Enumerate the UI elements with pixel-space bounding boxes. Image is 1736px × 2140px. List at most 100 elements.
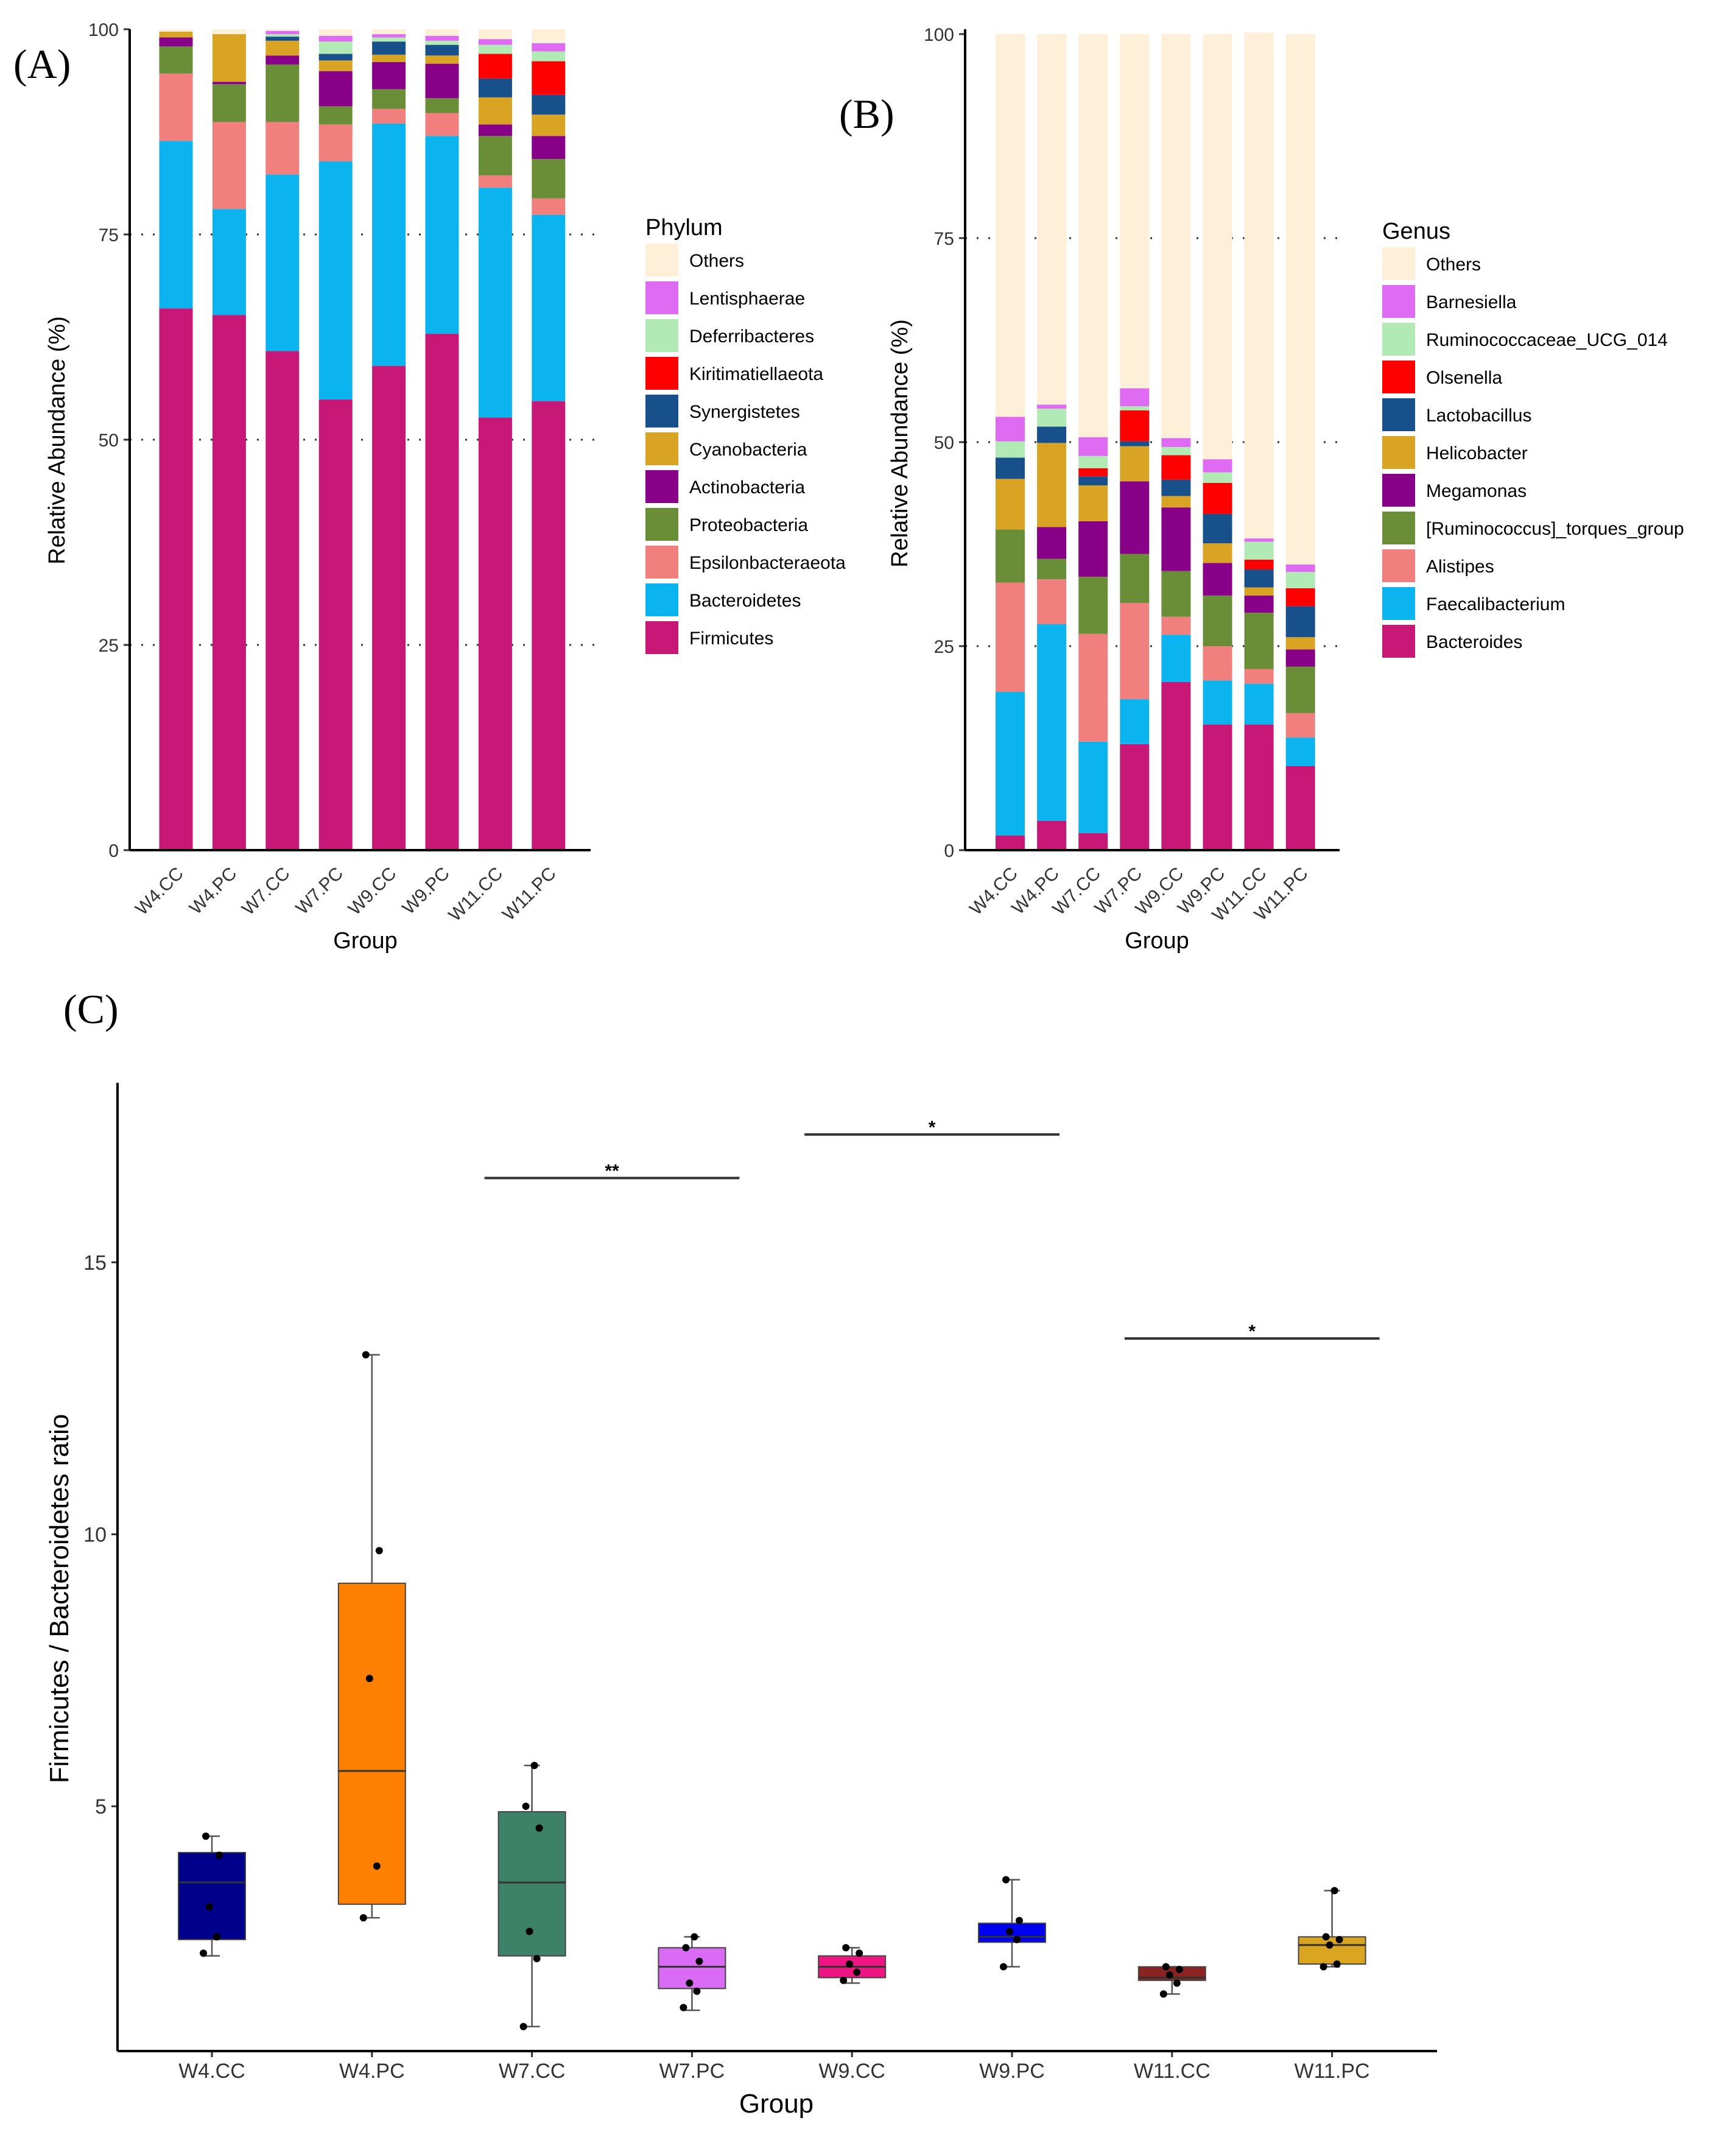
box-w11-pc bbox=[1298, 1936, 1366, 1965]
data-point-w11-cc bbox=[1162, 1963, 1170, 1971]
bar-segment-w11-cc-olsenella bbox=[1244, 559, 1274, 570]
bar-segment-w4-pc-bacteroidetes bbox=[212, 209, 246, 315]
bar-segment-w9-pc-megamonas bbox=[1203, 563, 1232, 596]
bar-segment-w11-pc-megamonas bbox=[1285, 649, 1315, 667]
data-point-w11-pc bbox=[1333, 1960, 1341, 1968]
bar-segment-w7-cc-barnesiella bbox=[1078, 437, 1108, 456]
data-point-w7-cc bbox=[525, 1927, 533, 1935]
panel-label-c: (C) bbox=[63, 986, 119, 1032]
legend-label-helicobacter: Helicobacter bbox=[1426, 443, 1528, 463]
bar-segment-w7-pc-firmicutes bbox=[318, 399, 353, 850]
bar-segment-w9-pc-actinobacteria bbox=[425, 63, 459, 99]
bar-segment-w9-cc-faecalibacterium bbox=[1161, 635, 1191, 682]
bar-segment-w7-cc-others bbox=[265, 29, 300, 31]
y-tick-label-b: 100 bbox=[924, 25, 954, 45]
legend-swatch-proteobacteria bbox=[645, 508, 678, 541]
bar-segment-w9-cc-cyanobacteria bbox=[372, 54, 406, 62]
bar-segment-w7-pc-bacteroides bbox=[1120, 744, 1150, 850]
x-tick-label-c: W4.CC bbox=[178, 2060, 245, 2083]
legend-label-actinobacteria: Actinobacteria bbox=[689, 477, 805, 498]
x-tick-label-c: W11.PC bbox=[1295, 2060, 1370, 2083]
legend-swatch-deferribacteres bbox=[645, 319, 678, 352]
bar-segment-w7-pc-others bbox=[318, 29, 353, 36]
legend-label-barnesiella: Barnesiella bbox=[1426, 292, 1517, 312]
bar-segment-w11-pc-olsenella bbox=[1285, 588, 1315, 607]
data-point-w11-cc bbox=[1165, 1971, 1173, 1979]
legend-swatch-bacteroidetes bbox=[645, 583, 678, 616]
bar-segment-w9-cc-synergistetes bbox=[372, 41, 406, 55]
data-point-w7-cc bbox=[522, 1803, 530, 1811]
panel-label-b: (B) bbox=[839, 91, 894, 137]
data-point-w4-cc bbox=[206, 1903, 213, 1911]
bar-segment-w11-pc-barnesiella bbox=[1285, 565, 1315, 572]
x-tick-label-a: W4.PC bbox=[186, 864, 241, 919]
data-point-w11-pc bbox=[1320, 1963, 1327, 1971]
bar-segment-w9-cc-deferribacteres bbox=[372, 37, 406, 42]
data-point-w9-pc bbox=[1000, 1963, 1007, 1971]
panel-label-a: (A) bbox=[13, 41, 71, 87]
bar-segment-w9-pc-bacteroides bbox=[1203, 724, 1232, 850]
bar-segment-w4-pc-cyanobacteria bbox=[212, 34, 246, 82]
bar-segment-w11-cc-deferribacteres bbox=[478, 44, 512, 54]
x-tick-label-c: W11.CC bbox=[1134, 2060, 1211, 2083]
bar-segment-w11-cc-ruminococcus-torques-group bbox=[1244, 613, 1274, 669]
data-point-w4-cc bbox=[202, 1832, 209, 1840]
bar-segment-w11-pc-proteobacteria bbox=[532, 158, 566, 199]
bar-segment-w11-pc-bacteroidetes bbox=[532, 214, 566, 401]
x-axis-title-c: Group bbox=[739, 2089, 814, 2119]
bar-segment-w9-pc-barnesiella bbox=[1203, 459, 1232, 473]
bar-segment-w11-cc-helicobacter bbox=[1244, 587, 1274, 596]
bar-segment-w9-pc-lentisphaerae bbox=[425, 35, 459, 41]
bar-segment-w11-cc-megamonas bbox=[1244, 595, 1274, 613]
legend-swatch-ruminococcaceae-ucg-014 bbox=[1382, 323, 1415, 356]
panel-c: (C) 5 10 15 W4.CC W4.PC W7.CC W7.PC W9.CC W9.PC… bbox=[44, 986, 1437, 2119]
bar-segment-w4-pc-others bbox=[1037, 34, 1067, 405]
y-tick-label-a: 75 bbox=[99, 225, 119, 245]
data-point-w4-pc bbox=[373, 1862, 381, 1870]
bar-segment-w11-cc-proteobacteria bbox=[478, 136, 512, 175]
bar-segment-w9-cc-others bbox=[372, 29, 406, 35]
data-point-w11-cc bbox=[1159, 1990, 1167, 1998]
bar-segment-w11-cc-epsilonbacteraeota bbox=[478, 175, 512, 188]
legend-label-megamonas: Megamonas bbox=[1426, 481, 1527, 501]
bar-segment-w7-pc-proteobacteria bbox=[318, 106, 353, 125]
legend-swatch-lactobacillus bbox=[1382, 398, 1415, 431]
x-axis-title-b: Group bbox=[1125, 928, 1189, 954]
bar-segment-w11-pc-helicobacter bbox=[1285, 637, 1315, 650]
y-tick-label-a: 0 bbox=[108, 841, 119, 861]
data-point-w7-pc bbox=[691, 1933, 698, 1941]
data-point-w4-pc bbox=[362, 1351, 370, 1359]
bar-segment-w7-pc-ruminococcaceae-ucg-014 bbox=[1120, 406, 1150, 410]
bar-segment-w4-pc-others bbox=[212, 29, 246, 35]
bar-segment-w4-pc-firmicutes bbox=[212, 315, 246, 850]
bar-segment-w9-cc-epsilonbacteraeota bbox=[372, 108, 406, 124]
bar-segment-w7-pc-others bbox=[1120, 34, 1150, 389]
bar-segment-w11-pc-lentisphaerae bbox=[532, 43, 566, 52]
bar-segment-w11-cc-firmicutes bbox=[478, 417, 512, 850]
bar-segment-w9-pc-others bbox=[1203, 34, 1232, 460]
bar-segment-w9-pc-olsenella bbox=[1203, 483, 1232, 514]
bar-segment-w4-pc-lactobacillus bbox=[1037, 426, 1067, 443]
x-tick-label-a: W7.PC bbox=[292, 864, 348, 919]
legend-label-ruminococcaceae-ucg-014: Ruminococcaceae_UCG_014 bbox=[1426, 330, 1668, 350]
data-point-w4-pc bbox=[365, 1675, 373, 1683]
bar-segment-w9-cc-olsenella bbox=[1161, 455, 1191, 480]
bar-segment-w7-pc-synergistetes bbox=[318, 54, 353, 61]
data-point-w9-pc bbox=[1006, 1927, 1013, 1935]
y-tick-label-b: 25 bbox=[934, 637, 954, 657]
legend-swatch-others bbox=[1382, 247, 1415, 280]
bar-segment-w7-cc-helicobacter bbox=[1078, 485, 1108, 521]
bar-segment-w4-cc-others bbox=[996, 34, 1025, 417]
legend-label-firmicutes: Firmicutes bbox=[689, 628, 773, 649]
bar-segment-w9-pc-faecalibacterium bbox=[1203, 680, 1232, 725]
legend-title-a: Phylum bbox=[645, 215, 723, 241]
data-point-w7-pc bbox=[693, 1987, 701, 1995]
y-tick-label-b: 50 bbox=[934, 433, 954, 453]
y-axis-title-a: Relative Abundance (%) bbox=[44, 316, 70, 565]
legend-swatch-helicobacter bbox=[1382, 436, 1415, 469]
bar-segment-w11-cc-actinobacteria bbox=[478, 124, 512, 136]
data-point-w9-cc bbox=[846, 1960, 854, 1968]
bar-segment-w11-cc-bacteroides bbox=[1244, 724, 1274, 850]
bar-segment-w9-pc-others bbox=[425, 29, 459, 36]
